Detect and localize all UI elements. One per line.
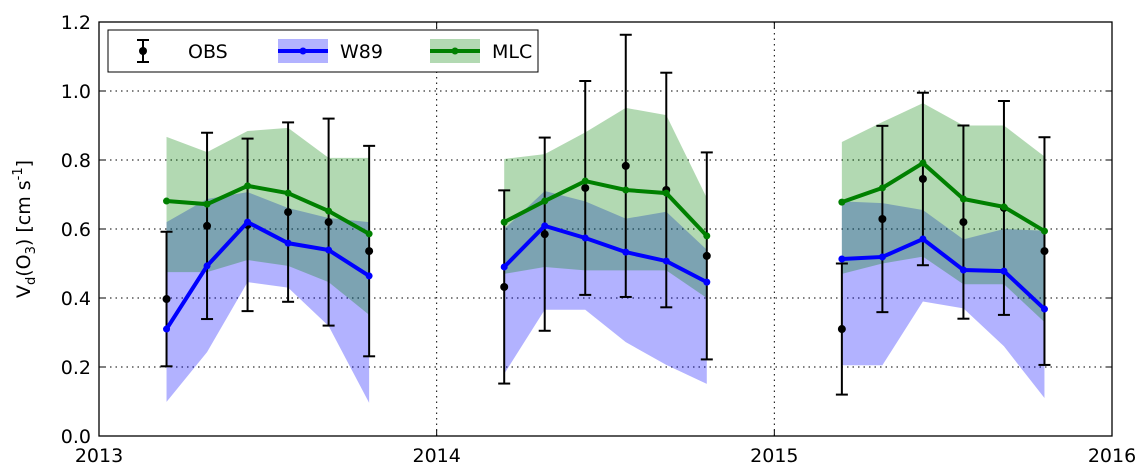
point [325, 207, 333, 215]
point [541, 222, 549, 230]
legend-label: OBS [188, 41, 228, 63]
point [244, 182, 252, 190]
y-tick-label: 1.0 [61, 81, 91, 103]
point [540, 230, 549, 239]
y-tick-label: 0.4 [61, 288, 91, 310]
point [702, 251, 711, 260]
line [164, 219, 371, 331]
point [581, 177, 589, 185]
band [504, 191, 707, 384]
band [841, 103, 1045, 323]
point [878, 214, 887, 223]
line [166, 183, 371, 236]
point [203, 200, 211, 208]
y-label-sup: -1 [11, 167, 26, 180]
line [841, 236, 1046, 311]
legend-marker [451, 47, 459, 55]
y-tick-label: 1.2 [61, 12, 91, 34]
point [622, 186, 630, 194]
point [284, 189, 292, 197]
band [166, 127, 370, 315]
point [1040, 247, 1049, 256]
point [541, 197, 549, 205]
point [500, 282, 509, 291]
line [503, 178, 709, 238]
point [500, 218, 508, 226]
point [838, 255, 846, 263]
point [284, 239, 292, 247]
x-tick-label: 2016 [1088, 445, 1136, 467]
legend-marker [299, 47, 307, 55]
point [365, 230, 373, 238]
point [365, 247, 374, 256]
point [838, 198, 846, 206]
point [878, 184, 886, 192]
band [504, 107, 707, 298]
point [324, 218, 333, 227]
point [959, 195, 967, 203]
y-label-part: ) [cm s [13, 180, 35, 246]
y-label-part: V [13, 285, 35, 298]
point [500, 263, 508, 271]
legend-label: MLC [492, 41, 532, 63]
point [203, 221, 212, 230]
point [959, 218, 968, 227]
point [163, 325, 171, 333]
x-tick-label: 2014 [412, 445, 460, 467]
y-tick-label: 0.8 [61, 150, 91, 172]
point [581, 234, 589, 242]
point [284, 208, 293, 217]
line [502, 223, 708, 284]
point [581, 183, 590, 192]
point [662, 189, 670, 197]
band [166, 192, 370, 403]
point [918, 174, 927, 183]
point [244, 218, 252, 226]
x-tick-label: 2013 [75, 445, 123, 467]
point [622, 248, 630, 256]
y-label-sub: 3 [24, 246, 39, 254]
y-label-sub: d [24, 277, 39, 285]
point [365, 272, 373, 280]
point [1040, 305, 1048, 313]
point [203, 262, 211, 270]
plot-frame [98, 21, 1113, 437]
y-axis-label: Vd(O3) [cm s-1] [11, 160, 39, 298]
y-label-part: ] [13, 160, 35, 167]
point [919, 159, 927, 167]
y-tick-label: 0.2 [61, 357, 91, 379]
point [959, 266, 967, 274]
point [162, 295, 171, 304]
point [703, 232, 711, 240]
y-tick-label: 0.0 [61, 426, 91, 448]
legend-label: W89 [340, 41, 383, 63]
legend-marker [139, 47, 147, 55]
y-tick-label: 0.6 [61, 219, 91, 241]
point [1040, 227, 1048, 235]
point [325, 246, 333, 254]
point [1000, 267, 1008, 275]
line [841, 160, 1046, 233]
point [163, 197, 171, 205]
point [703, 278, 711, 286]
point [919, 235, 927, 243]
point [1000, 203, 1008, 211]
point [878, 253, 886, 261]
point [662, 257, 670, 265]
y-label-part: (O [13, 254, 35, 276]
point [837, 325, 846, 334]
x-tick-label: 2015 [750, 445, 798, 467]
point [621, 161, 630, 170]
